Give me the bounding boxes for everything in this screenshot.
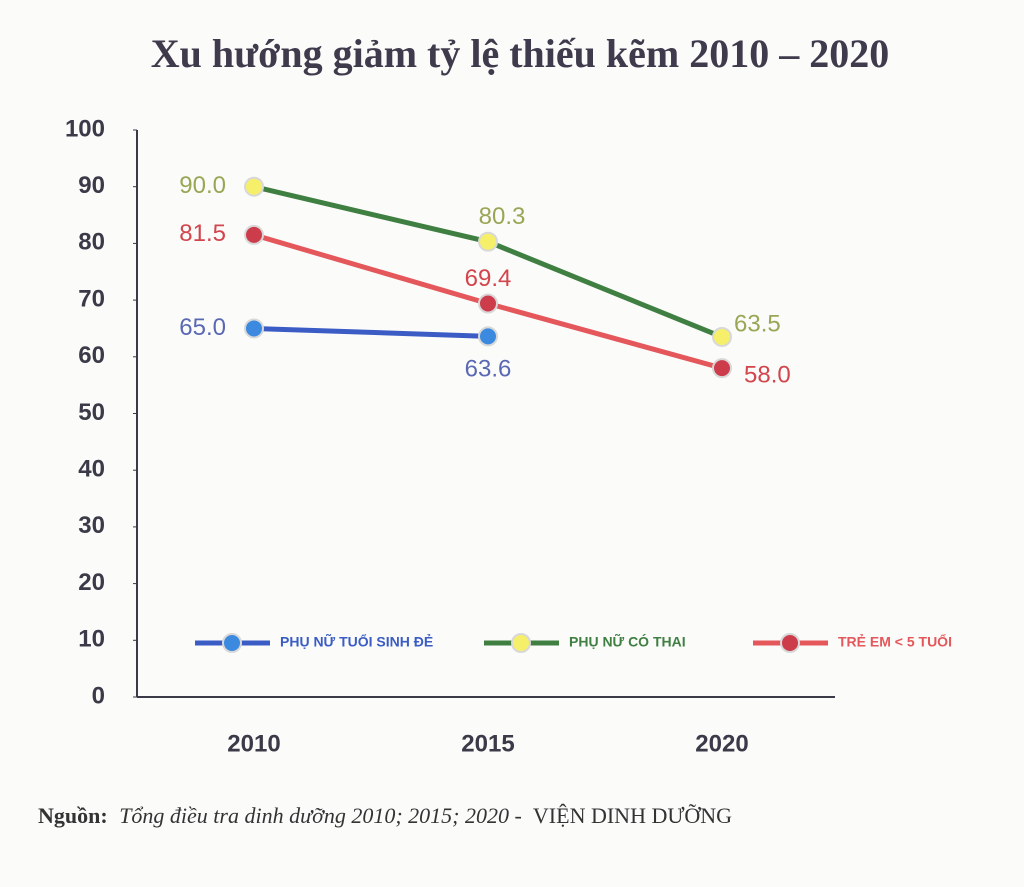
data-label: 81.5 <box>179 220 226 247</box>
source-text: Tổng điều tra dinh dưỡng 2010; 2015; 202… <box>119 803 522 828</box>
source: Nguồn: Tổng điều tra dinh dưỡng 2010; 20… <box>38 803 732 828</box>
legend-marker <box>780 633 800 653</box>
x-tick-label: 2020 <box>695 730 748 757</box>
y-tick-label: 80 <box>78 229 105 256</box>
y-tick-label: 30 <box>78 512 105 539</box>
source-org: VIỆN DINH DƯỠNG <box>533 803 732 828</box>
series-line <box>253 325 489 339</box>
data-point <box>244 176 264 197</box>
data-label: 90.0 <box>179 172 226 199</box>
data-point <box>244 318 264 339</box>
data-point <box>478 326 498 347</box>
data-point <box>478 231 498 252</box>
data-point <box>478 293 498 314</box>
y-tick-label: 100 <box>65 115 105 142</box>
x-tick-label: 2010 <box>227 730 280 757</box>
y-tick-label: 10 <box>78 626 105 653</box>
legend-marker <box>222 633 242 653</box>
y-tick-label: 50 <box>78 399 105 426</box>
legend-label: PHỤ NỮ TUỔI SINH ĐẺ <box>280 633 433 650</box>
data-label: 80.3 <box>479 203 526 230</box>
data-label: 65.0 <box>179 314 226 341</box>
data-point <box>244 224 264 245</box>
data-point <box>712 358 732 379</box>
legend-label: TRẺ EM < 5 TUỔI <box>838 633 952 650</box>
data-label: 69.4 <box>465 265 512 292</box>
data-label: 63.6 <box>465 356 512 383</box>
source-label: Nguồn: <box>38 803 108 828</box>
data-point <box>712 326 732 347</box>
y-tick-label: 20 <box>78 569 105 596</box>
x-tick-label: 2015 <box>461 730 514 757</box>
y-tick-label: 70 <box>78 285 105 312</box>
data-label: 58.0 <box>744 361 791 388</box>
y-tick-label: 60 <box>78 342 105 369</box>
y-tick-label: 40 <box>78 456 105 483</box>
y-tick-label: 90 <box>78 172 105 199</box>
y-tick-label: 0 <box>92 682 105 709</box>
legend-label: PHỤ NỮ CÓ THAI <box>569 633 686 650</box>
legend-marker <box>511 633 531 653</box>
chart-title: Xu hướng giảm tỷ lệ thiếu kẽm 2010 – 202… <box>151 31 889 76</box>
data-label: 63.5 <box>734 310 781 337</box>
